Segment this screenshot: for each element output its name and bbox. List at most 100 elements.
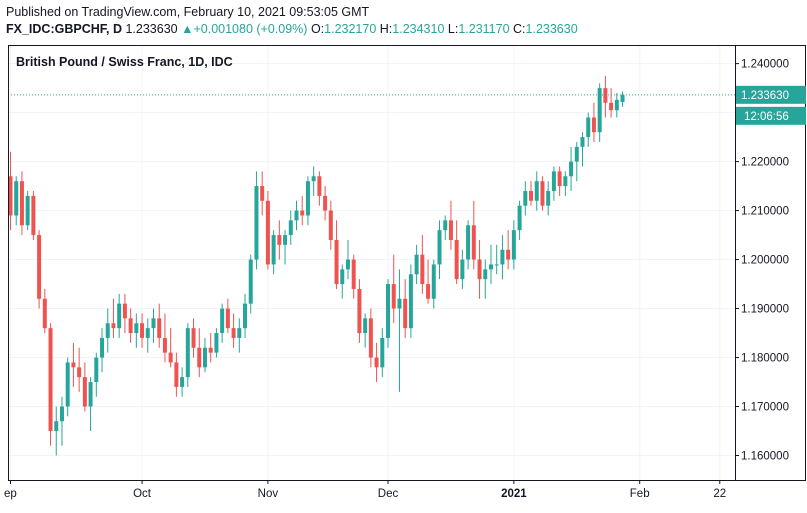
y-tick-label: 1.190000 — [741, 304, 789, 316]
candle-body-up — [397, 298, 402, 309]
candle-body-down — [334, 239, 339, 285]
candle-body-down — [300, 210, 305, 216]
y-tick-label: 1.200000 — [741, 255, 789, 267]
candle-body-down — [591, 117, 596, 133]
candle-body-down — [48, 328, 53, 432]
y-tick-label: 1.210000 — [741, 206, 789, 218]
candle-body-down — [128, 318, 133, 334]
candle-body-down — [208, 347, 213, 353]
grid-lines — [8, 45, 735, 480]
candle-body-up — [340, 269, 345, 285]
candle-body-down — [391, 284, 396, 309]
candle-body-up — [54, 421, 59, 432]
candle-body-down — [140, 323, 145, 338]
y-tick-label: 1.240000 — [741, 59, 789, 71]
candle-body-down — [19, 181, 24, 226]
candle-body-up — [283, 235, 288, 245]
candle-body-down — [454, 239, 459, 280]
x-tick-label: Oct — [133, 488, 152, 500]
candle-body-down — [557, 171, 562, 187]
low-value: 1.231170 — [458, 22, 510, 36]
candle-body-up — [59, 406, 64, 422]
candle-body-down — [231, 328, 236, 338]
last-price-tag — [736, 85, 806, 104]
candle-body-down — [506, 249, 511, 260]
candle-body-down — [277, 235, 282, 245]
y-tick-label: 1.160000 — [741, 451, 789, 463]
time-axis[interactable]: ep Oct Nov Dec 2021 Feb 22 — [4, 480, 726, 500]
open-label: O: — [310, 22, 325, 36]
candle-body-down — [168, 352, 173, 363]
y-tick-label: 1.180000 — [741, 353, 789, 365]
candle-body-up — [517, 205, 522, 231]
candle-body-down — [609, 102, 614, 111]
candle-body-down — [37, 235, 42, 299]
candle-body-down — [403, 298, 408, 329]
candle-body-up — [580, 137, 585, 147]
candle-body-down — [351, 259, 356, 289]
candle-body-up — [363, 318, 368, 334]
candle-body-up — [431, 264, 436, 299]
candle-body-up — [437, 230, 442, 265]
high-label: H: — [379, 22, 393, 36]
candle-body-down — [162, 337, 167, 353]
candle-body-down — [471, 225, 476, 260]
candle-body-down — [197, 347, 202, 368]
candle-body-up — [151, 318, 156, 329]
candle-body-down — [477, 259, 482, 280]
candle-body-down — [426, 284, 431, 299]
candle-body-down — [157, 318, 162, 338]
candles — [8, 75, 735, 456]
candle-body-up — [569, 161, 574, 177]
candle-body-down — [448, 220, 453, 240]
candle-body-up — [408, 274, 413, 329]
close-label: C: — [513, 22, 526, 36]
y-tick-label: 1.220000 — [741, 157, 789, 169]
candle-body-up — [614, 99, 619, 111]
candle-body-up — [88, 382, 93, 407]
ohlc-line: FX_IDC:GBPCHF, D 1.233630 ▲+0.001080 (+0… — [6, 21, 801, 38]
x-tick-label: Dec — [378, 488, 399, 500]
candle-body-up — [237, 328, 242, 338]
candle-body-up — [145, 328, 150, 338]
candle-body-up — [305, 181, 310, 216]
candle-body-down — [603, 88, 608, 103]
candle-body-up — [546, 190, 551, 206]
candle-body-down — [225, 308, 230, 329]
candle-body-up — [414, 254, 419, 275]
candle-body-up — [180, 377, 185, 387]
candle-body-down — [374, 357, 379, 368]
candle-body-up — [288, 220, 293, 236]
candle-body-down — [368, 318, 373, 358]
x-tick-label: ep — [4, 488, 17, 500]
candle-body-up — [597, 88, 602, 133]
candle-body-up — [220, 308, 225, 334]
candle-body-up — [134, 323, 139, 334]
candle-body-up — [534, 181, 539, 201]
candle-body-down — [122, 303, 127, 319]
price-axis[interactable]: 1.160000 1.170000 1.180000 1.190000 1.200000… — [735, 59, 806, 463]
candle-body-up — [488, 264, 493, 270]
countdown-tag-label: 12:06:56 — [744, 111, 789, 123]
x-tick-label: 22 — [713, 488, 726, 500]
candle-body-down — [111, 323, 116, 329]
candle-body-up — [65, 362, 70, 407]
candle-body-up — [202, 347, 207, 368]
candle-body-down — [265, 200, 270, 265]
candle-body-up — [94, 357, 99, 383]
candle-body-up — [386, 284, 391, 338]
candle-body-down — [191, 328, 196, 348]
x-tick-label: Nov — [258, 488, 279, 500]
change-text: +0.001080 (+0.09%) — [193, 22, 308, 36]
candle-body-up — [311, 176, 316, 182]
candle-body-up — [620, 94, 625, 102]
candle-body-up — [100, 337, 105, 358]
candle-body-down — [42, 298, 47, 329]
open-value: 1.232170 — [324, 22, 377, 36]
published-line: Published on TradingView.com, February 1… — [6, 5, 370, 19]
candle-body-up — [563, 176, 568, 187]
candle-body-up — [500, 249, 505, 265]
candle-body-up — [214, 333, 219, 353]
x-tick-label: Feb — [630, 488, 650, 500]
